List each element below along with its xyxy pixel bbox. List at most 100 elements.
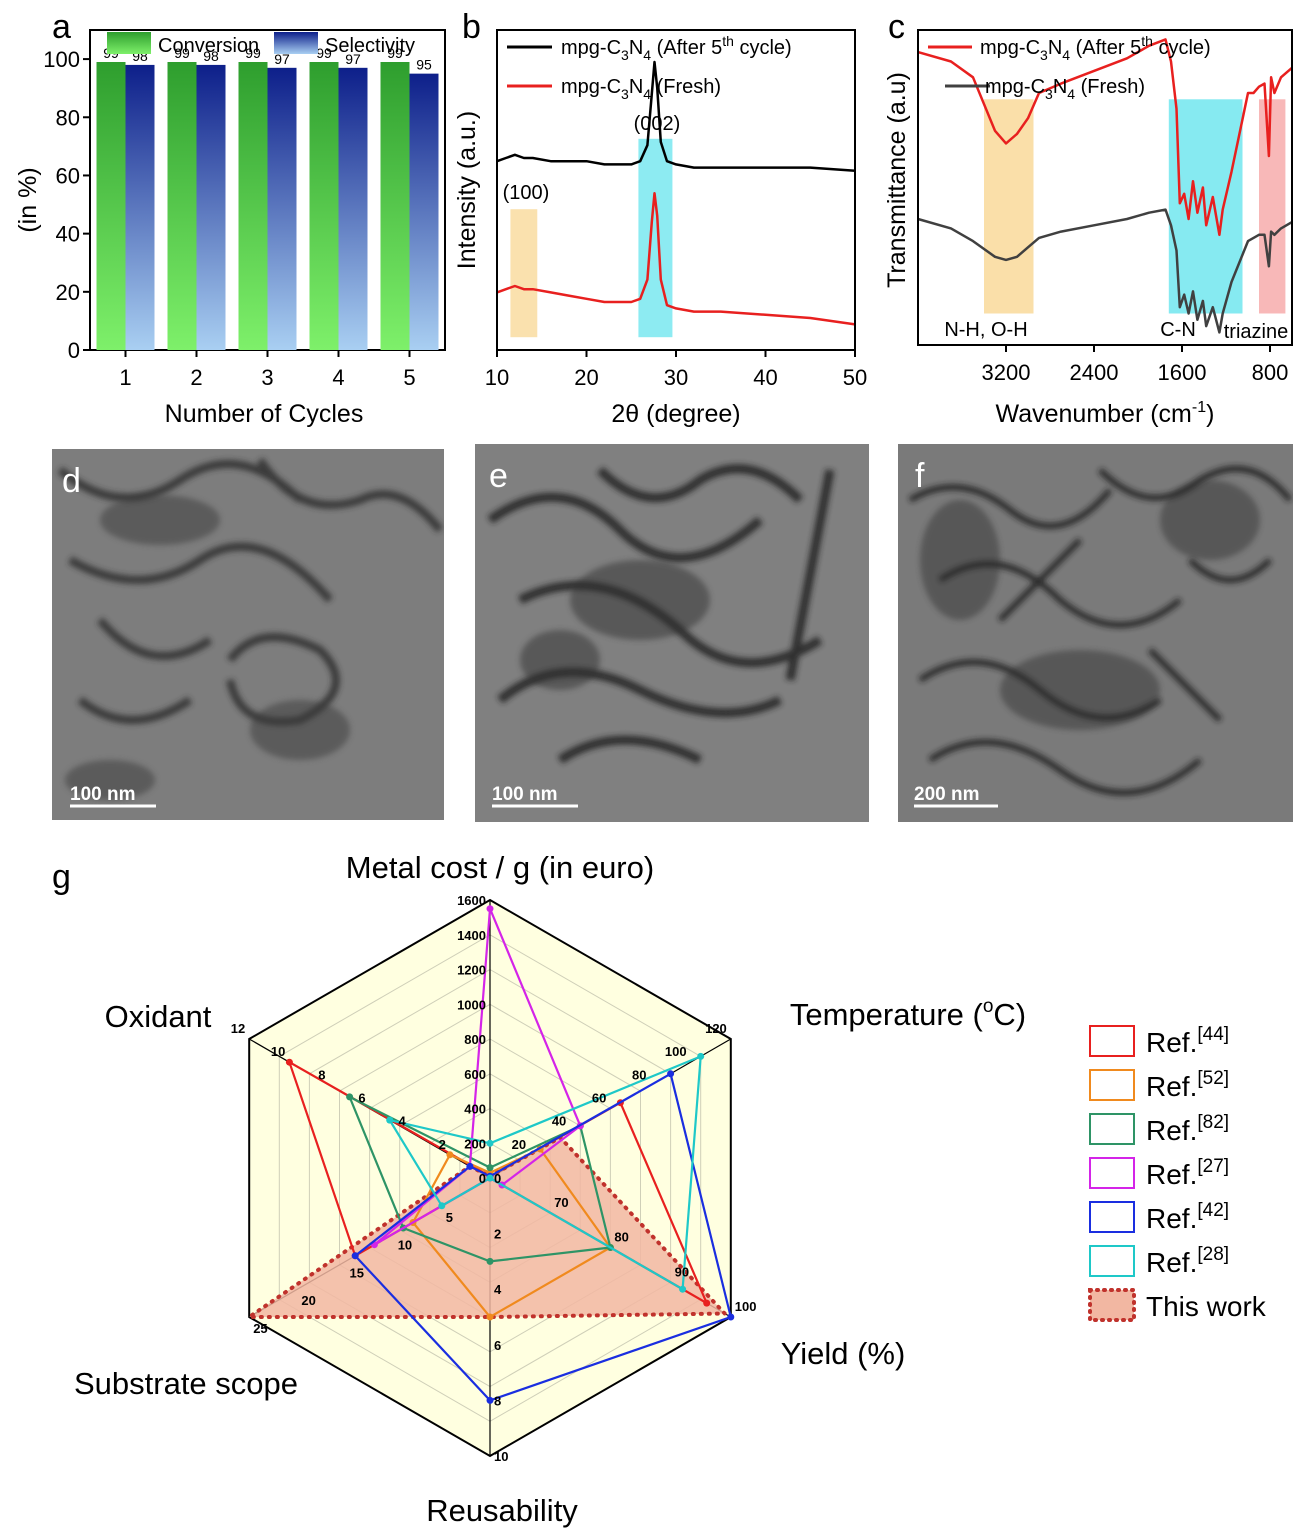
band-label-cn: C-N	[1160, 319, 1196, 341]
radar-point-Ref28-0	[486, 1139, 494, 1147]
plot-bg-b	[497, 30, 855, 350]
radar-axis-yield: Yield (%)	[781, 1336, 906, 1371]
radar-tick-5-2: 2	[439, 1137, 446, 1152]
radar-tick-3-6: 6	[494, 1338, 501, 1353]
x-tick-label-c-1600: 1600	[1158, 360, 1207, 385]
data-label-conversion-3: 99	[245, 45, 261, 61]
radar-tick-5-12: 12	[231, 1021, 245, 1036]
legend-swatch-ref27	[1089, 1157, 1135, 1189]
radar-tick-0-1200: 1200	[457, 963, 486, 978]
panel-letter-c: c	[888, 8, 905, 46]
radar-axis-oxidant: Oxidant	[105, 999, 212, 1034]
highlight-band-b-1	[638, 138, 673, 338]
radar-tick-1-60: 60	[592, 1091, 606, 1106]
bar-selectivity-4	[338, 67, 368, 351]
panel-c: c 3200 2400 1600 800 mpg-C3N4 (After 5th cy…	[883, 8, 1293, 428]
radar-point-Ref42-2	[727, 1313, 735, 1321]
radar-point-Ref82-0	[486, 1164, 494, 1172]
y-axis-title-a: (in %)	[14, 167, 42, 232]
panel-g: g 02004006008001000120014001600204060801…	[52, 850, 1267, 1528]
radar-tick-1-80: 80	[632, 1067, 646, 1082]
highlight-band-c-0	[984, 99, 1034, 314]
tem-letter-f: f	[915, 457, 925, 495]
radar-tick-2-100: 100	[735, 1299, 757, 1314]
bar-selectivity-5	[409, 73, 439, 351]
x-tick-label-c-800: 800	[1252, 360, 1289, 385]
tem-image-d: d 100 nm	[52, 449, 444, 820]
peak-label-100: (100)	[503, 182, 550, 204]
x-tick-label-b-20: 20	[574, 365, 598, 390]
x-axis-title-c: Wavenumber (cm-1)	[996, 399, 1215, 428]
legend-swatch-ref82	[1089, 1113, 1135, 1145]
radar-tick-0-600: 600	[464, 1067, 486, 1082]
y-tick-label-a-60: 60	[56, 163, 80, 188]
radar-axis-reusability: Reusability	[426, 1493, 578, 1528]
radar-tick-1-120: 120	[705, 1021, 727, 1036]
radar-point-Ref42-4	[351, 1252, 359, 1260]
legend-label-ref27: Ref.[27]	[1146, 1156, 1229, 1190]
data-label-selectivity-5: 95	[416, 57, 432, 73]
bar-selectivity-2	[196, 64, 226, 350]
radar-tick-0-400: 400	[464, 1102, 486, 1117]
data-label-conversion-5: 99	[387, 45, 403, 61]
tem-image-f: f 200 nm	[898, 444, 1293, 822]
y-tick-label-a-20: 20	[56, 280, 80, 305]
legend-swatch-ref44	[1089, 1025, 1135, 1057]
lines-c	[917, 38, 1293, 334]
legend-label-ref82: Ref.[82]	[1146, 1112, 1229, 1146]
radar-ticks: 0200400600800100012001400160020406080100…	[231, 893, 757, 1464]
radar-point-Ref42-3	[486, 1396, 494, 1404]
radar-tick-5-6: 6	[358, 1091, 365, 1106]
legend-swatch-conversion	[107, 32, 151, 54]
legend-swatch-ref28	[1089, 1245, 1135, 1277]
legend-swatch-ref52	[1089, 1069, 1135, 1101]
radar-tick-2-70: 70	[554, 1195, 568, 1210]
radar-point-Ref52-3	[486, 1313, 494, 1321]
legend-label-after-c: mpg-C3N4 (After 5th cycle)	[980, 33, 1211, 63]
x-tick-label-b-10: 10	[485, 365, 509, 390]
radar-axis-metal-cost: Metal cost / g (in euro)	[346, 850, 654, 885]
x-tick-label-a-3: 3	[261, 365, 273, 390]
plot-frame-c	[917, 29, 1293, 346]
bar-conversion-4	[309, 62, 339, 350]
panel-letter-a: a	[52, 8, 71, 46]
x-tick-label-c-3200: 3200	[982, 360, 1031, 385]
tem-letter-d: d	[62, 462, 81, 500]
bar-conversion-5	[380, 62, 410, 350]
band-label-nh-oh: N-H, O-H	[944, 319, 1027, 341]
legend-label-conversion: Conversion	[158, 35, 259, 57]
radar-point-Ref28-3	[486, 1174, 494, 1182]
peak-label-002: (002)	[634, 113, 681, 135]
radar-point-Ref28-5	[386, 1116, 394, 1124]
scale-label-f: 200 nm	[914, 784, 979, 805]
tem-image-e: e 100 nm	[475, 444, 869, 822]
radar-tick-2-90: 90	[675, 1264, 689, 1279]
lines-b	[496, 60, 856, 326]
radar-point-Ref44-5	[285, 1058, 293, 1066]
radar-point-Ref52-5	[446, 1151, 454, 1159]
bar-selectivity-3	[267, 67, 297, 351]
radar-tick-1-100: 100	[665, 1044, 687, 1059]
series-line-c-1	[917, 208, 1293, 334]
legend-label-ref28: Ref.[28]	[1146, 1244, 1229, 1278]
x-axis-title-a: Number of Cycles	[165, 400, 364, 428]
tem-letter-e: e	[489, 457, 508, 495]
x-tick-label-b-50: 50	[843, 365, 867, 390]
radar-point-Ref27-0	[486, 905, 494, 913]
radar-tick-0-200: 200	[464, 1136, 486, 1151]
radar-series	[242, 905, 735, 1404]
radar-tick-4-10: 10	[398, 1238, 412, 1253]
axes-c: 3200 2400 1600 800	[982, 345, 1289, 385]
scale-label-d: 100 nm	[70, 784, 135, 805]
bar-conversion-2	[167, 62, 197, 350]
x-tick-label-a-2: 2	[190, 365, 202, 390]
x-tick-label-a-5: 5	[403, 365, 415, 390]
radar-tick-1-20: 20	[512, 1137, 526, 1152]
y-axis-title-c: Transmittance (a.u)	[883, 72, 911, 288]
legend-label-ref44: Ref.[44]	[1146, 1024, 1229, 1058]
x-tick-label-c-2400: 2400	[1070, 360, 1119, 385]
data-label-selectivity-4: 97	[345, 51, 361, 67]
x-tick-label-a-4: 4	[332, 365, 344, 390]
radar-tick-0-800: 800	[464, 1032, 486, 1047]
